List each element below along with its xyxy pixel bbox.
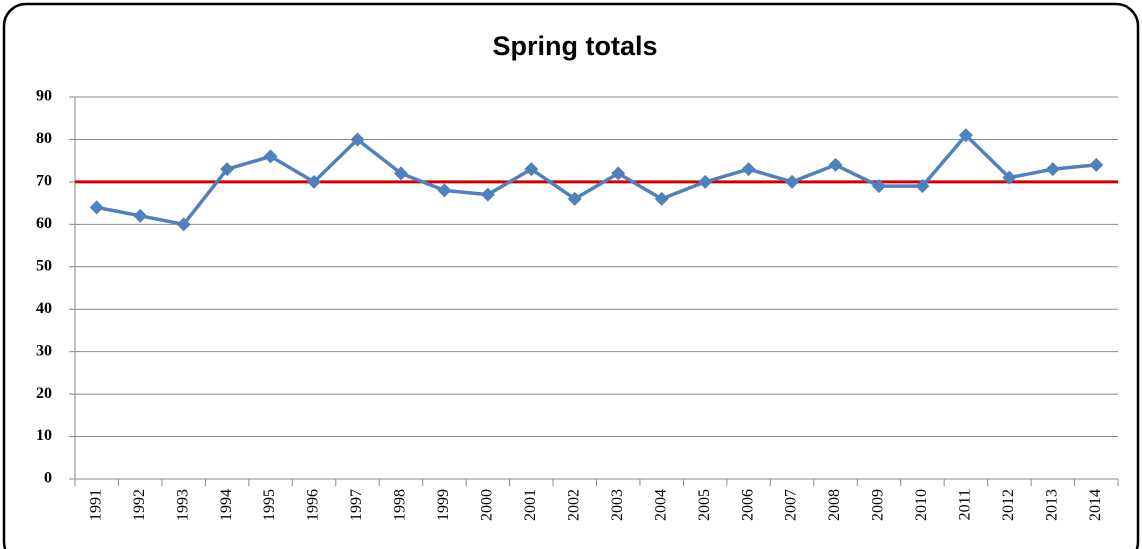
y-tick-label: 40: [36, 300, 52, 317]
x-tick-label: 1995: [261, 489, 278, 521]
data-marker: [915, 179, 930, 194]
chart-title: Spring totals: [492, 31, 657, 61]
x-tick-label: 2008: [826, 489, 843, 521]
data-line: [96, 133, 1097, 227]
y-tick-label: 10: [36, 427, 52, 444]
data-marker: [567, 191, 582, 206]
data-marker: [307, 174, 322, 189]
y-tick-label: 50: [36, 257, 52, 274]
x-tick-label: 2009: [870, 489, 887, 521]
x-tick-label: 1994: [218, 489, 235, 521]
data-marker: [1045, 162, 1060, 177]
x-tick-label: 1993: [174, 489, 191, 521]
data-marker: [480, 187, 495, 202]
data-marker: [1089, 157, 1104, 172]
y-tick-label: 20: [36, 385, 52, 402]
data-marker: [654, 191, 669, 206]
data-marker: [828, 157, 843, 172]
x-tick-label: 1998: [392, 489, 409, 521]
y-tick-label: 60: [36, 215, 52, 232]
x-tick-label: 2003: [609, 489, 626, 521]
x-tick-label: 1997: [348, 489, 365, 521]
x-tick-label: 2013: [1043, 489, 1060, 521]
x-tick-label: 2004: [652, 489, 669, 521]
y-tick-label: 70: [36, 173, 52, 190]
data-marker: [89, 200, 104, 215]
x-tick-label: 2002: [565, 489, 582, 521]
data-marker: [958, 128, 973, 143]
x-tick-label: 2005: [696, 489, 713, 521]
data-marker: [785, 174, 800, 189]
data-marker: [611, 166, 626, 181]
data-marker: [741, 162, 756, 177]
data-marker: [1002, 170, 1017, 185]
x-tick-label: 2014: [1087, 489, 1104, 521]
x-tick-label: 2006: [739, 489, 756, 521]
data-marker: [263, 149, 278, 164]
data-marker: [393, 166, 408, 181]
y-tick-label: 80: [36, 130, 52, 147]
x-tick-label: 2000: [479, 489, 496, 521]
data-marker: [698, 174, 713, 189]
x-tick-label: 2012: [1000, 489, 1017, 521]
x-tick-label: 1996: [305, 489, 322, 521]
x-tick-label: 1999: [435, 489, 452, 521]
y-tick-label: 90: [36, 88, 52, 105]
y-tick-label: 30: [36, 342, 52, 359]
x-tick-label: 2011: [957, 489, 974, 520]
x-tick-label: 1992: [131, 489, 148, 521]
x-tick-label: 2001: [522, 489, 539, 521]
x-tick-label: 2007: [783, 489, 800, 521]
y-tick-label: 0: [44, 470, 52, 487]
data-marker: [524, 162, 539, 177]
data-marker: [133, 208, 148, 223]
data-marker: [871, 179, 886, 194]
data-marker: [220, 162, 235, 177]
data-marker: [437, 183, 452, 198]
x-tick-label: 1991: [87, 489, 104, 521]
data-marker: [350, 132, 365, 147]
data-marker: [176, 217, 191, 232]
x-tick-label: 2010: [913, 489, 930, 521]
